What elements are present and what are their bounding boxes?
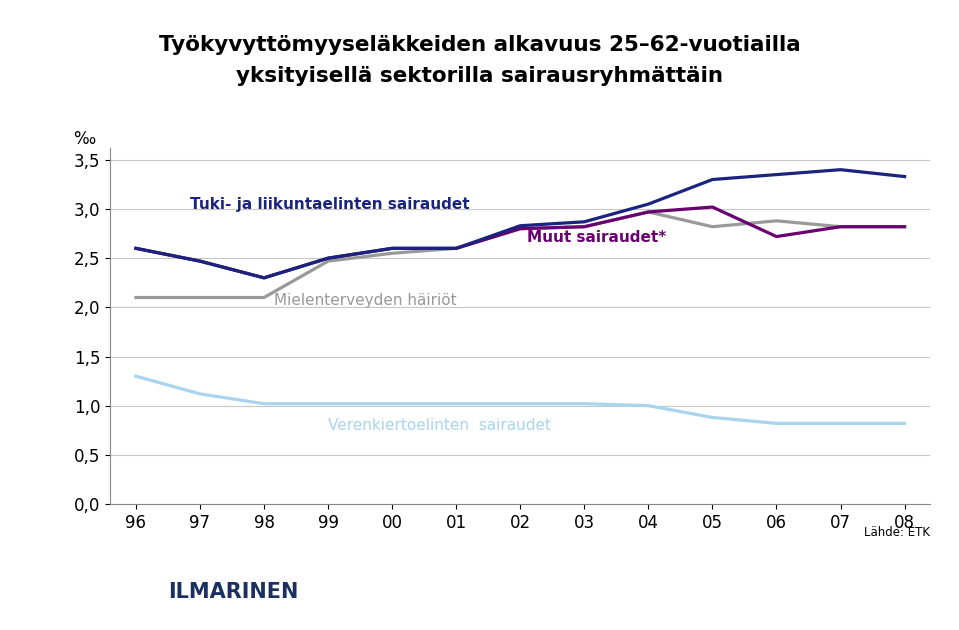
Text: yksityisellä sektorilla sairausryhmättäin: yksityisellä sektorilla sairausryhmättäi… [236,66,723,86]
Text: ‰: ‰ [74,130,96,148]
Text: ILMARINEN: ILMARINEN [168,582,298,602]
Text: Muut sairaudet*: Muut sairaudet* [526,231,666,246]
Text: Verenkiertoelinten  sairaudet: Verenkiertoelinten sairaudet [328,418,551,433]
Text: Tuki- ja liikuntaelinten sairaudet: Tuki- ja liikuntaelinten sairaudet [190,197,470,212]
Text: Työkyvyttömyyseläkkeiden alkavuus 25–62-vuotiailla: Työkyvyttömyyseläkkeiden alkavuus 25–62-… [158,35,801,55]
Text: Mielenterveyden häiriöt: Mielenterveyden häiriöt [273,294,456,308]
Text: Lähde: ETK: Lähde: ETK [864,525,930,539]
